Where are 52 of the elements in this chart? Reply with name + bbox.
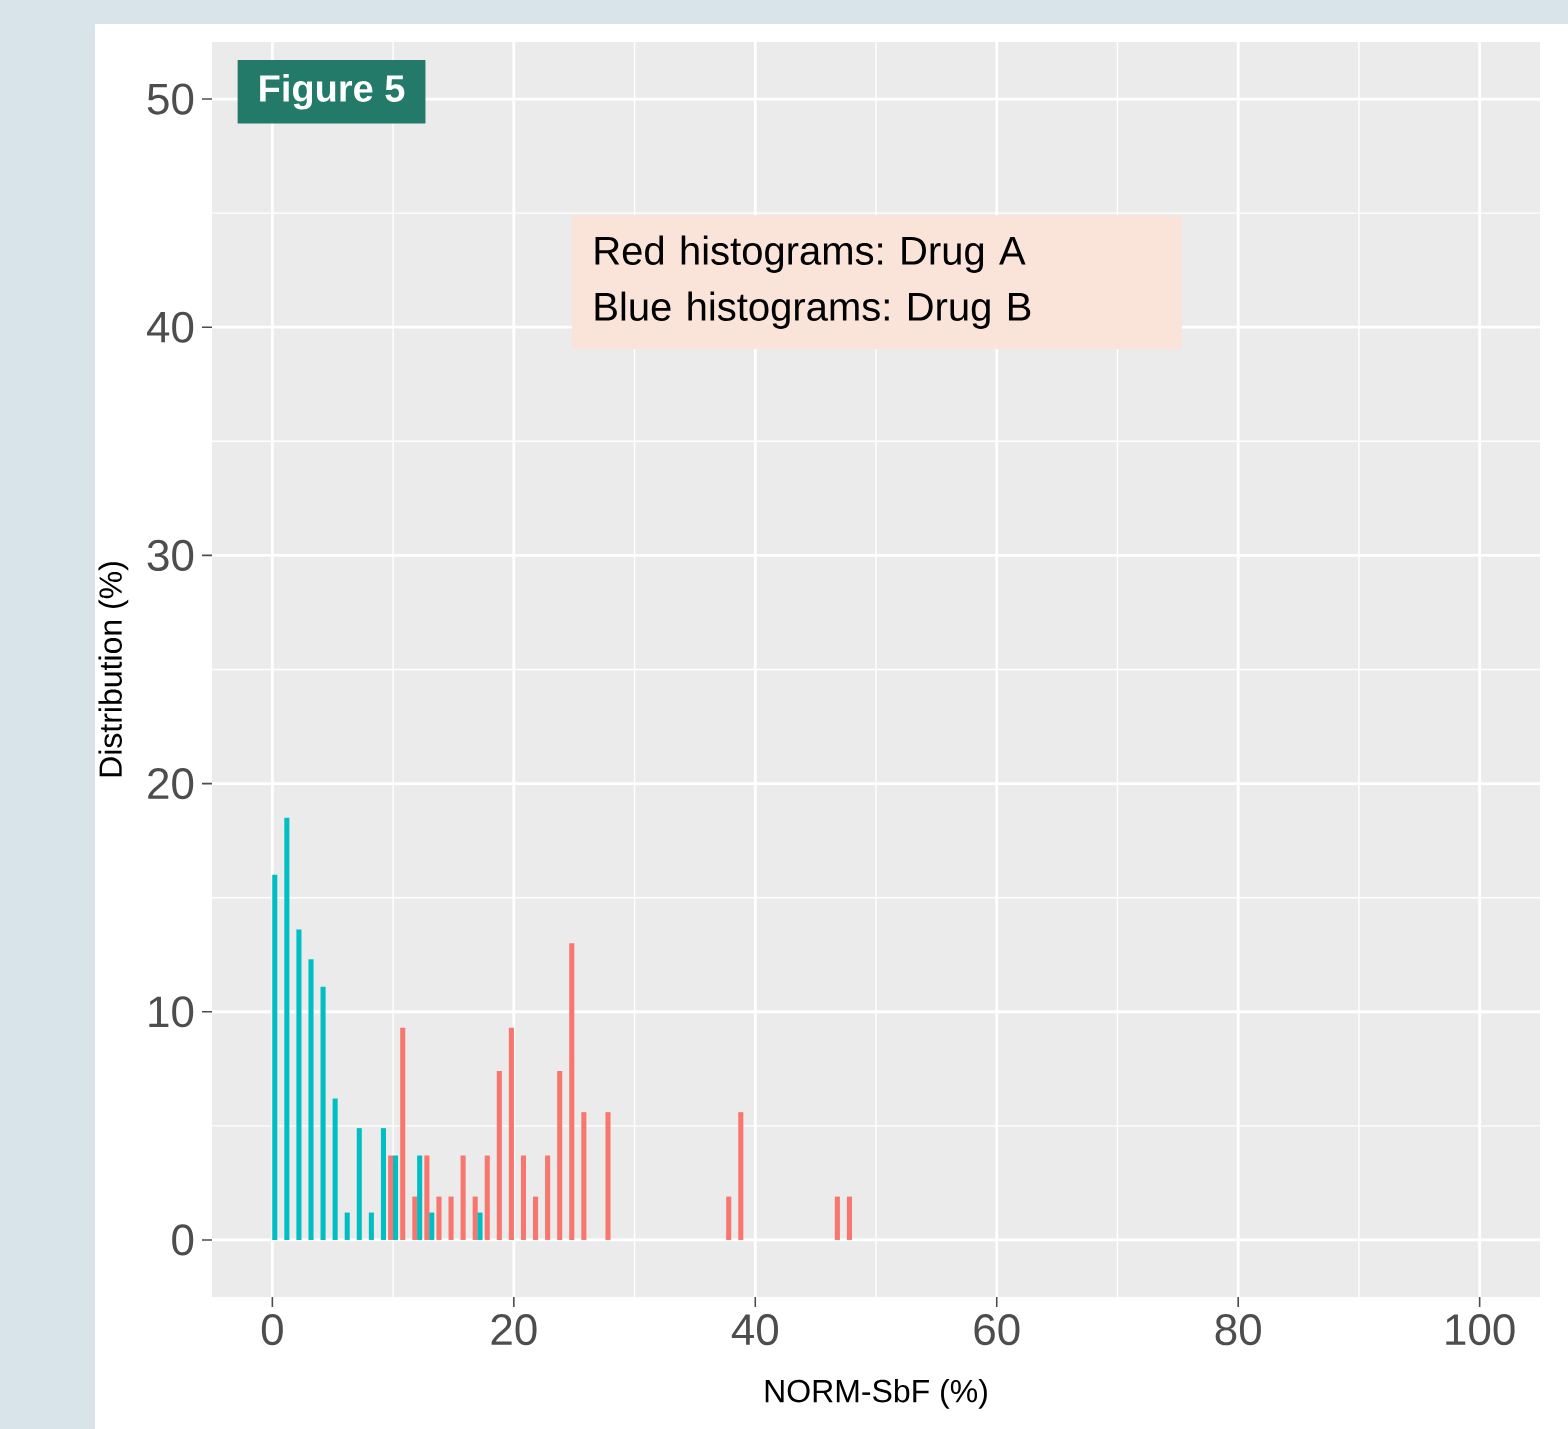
x-tick-label: 20 [491,1314,537,1346]
bar [417,1155,423,1240]
bar [726,1196,732,1240]
bar [344,1212,350,1240]
x-tick-label: 40 [731,1314,779,1346]
annotation: Blue histograms: Drug B [595,291,1031,329]
y-tick-label: 0 [172,1224,194,1256]
text: Figure 5 [260,73,405,110]
bar [605,1112,611,1240]
x-tick-label: 0 [261,1314,283,1346]
bar [272,874,278,1240]
bar [484,1155,490,1240]
bar [429,1212,435,1240]
bar [834,1196,840,1240]
bar [368,1212,374,1240]
bar [392,1155,399,1240]
y-tick-label: 20 [148,767,194,800]
bar [460,1155,466,1240]
bar [520,1155,527,1240]
annotation: Red histograms: Drug A [595,235,1026,273]
bar [496,1071,502,1240]
bar [436,1196,442,1240]
bar [356,1128,362,1240]
bar [308,959,314,1240]
bar [738,1112,744,1240]
y-tick-label: 10 [149,996,194,1028]
bar [477,1212,483,1240]
bar [332,1098,338,1240]
bar [320,986,326,1240]
bar [448,1196,454,1240]
bar [380,1128,386,1240]
bar [533,1196,539,1240]
y-tick-label: 50 [147,83,194,115]
bar [412,1196,418,1240]
bar [424,1155,430,1240]
bar [846,1196,852,1240]
bar [557,1071,563,1240]
y-tick-label: 30 [147,539,194,571]
bar [400,1027,406,1240]
bar [284,817,290,1240]
bar [296,929,302,1240]
bar [581,1112,587,1240]
bar [569,943,575,1240]
x-tick-label: 60 [974,1314,1020,1346]
x-tick-label: 100 [1446,1314,1515,1346]
x-tick-label: 80 [1215,1314,1261,1346]
y-axis-title: Distribution (%) [98,562,129,777]
bar [388,1155,394,1240]
bar [508,1027,514,1240]
x-axis-title: NORM-SbF (%) [765,1378,987,1409]
y-tick-label: 40 [147,311,194,343]
bar [545,1155,551,1240]
